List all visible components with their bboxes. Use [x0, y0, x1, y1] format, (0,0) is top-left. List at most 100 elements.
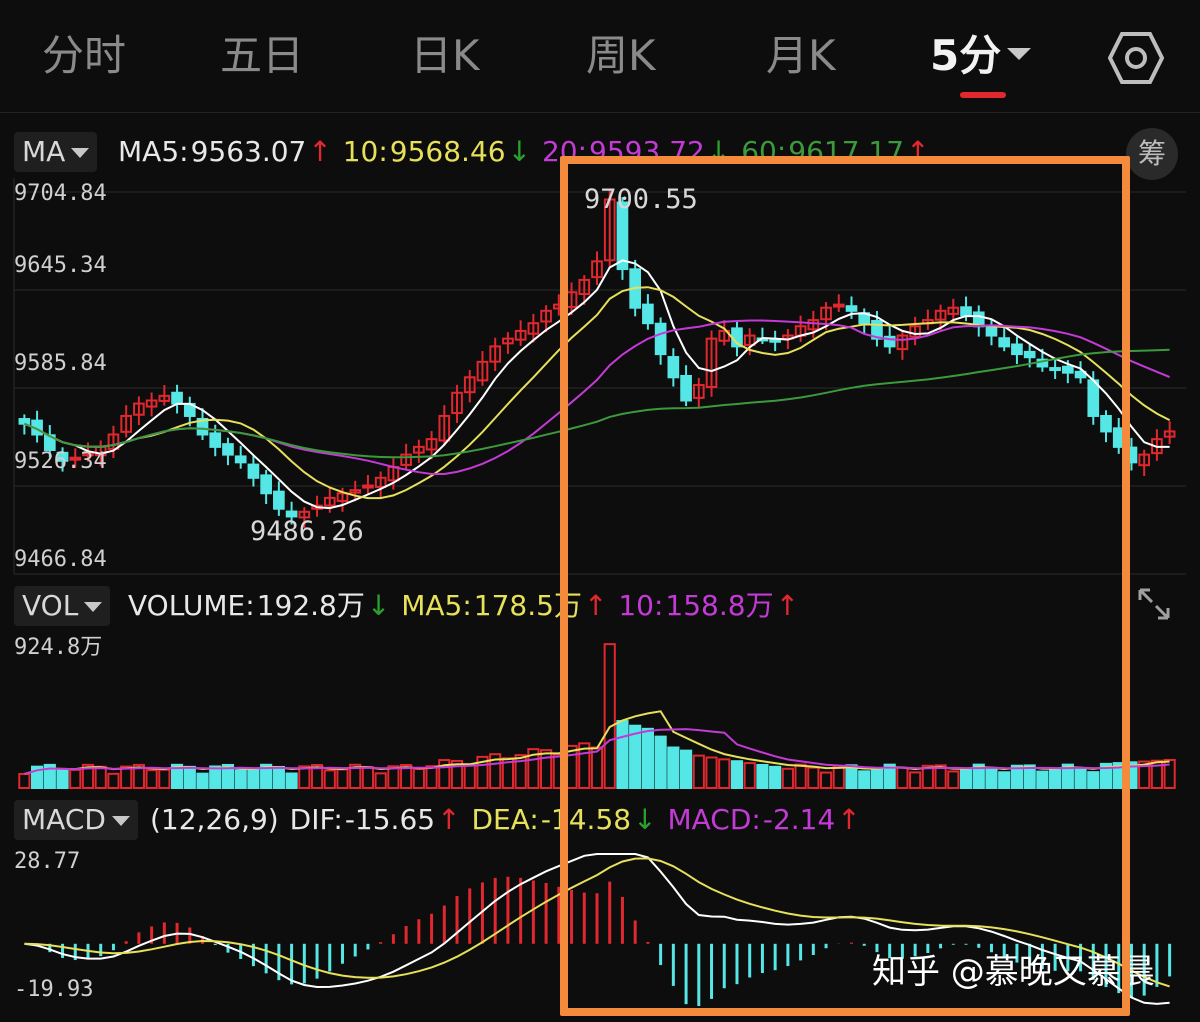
candle [998, 337, 1011, 348]
macd-indicator-selector[interactable]: MACD [14, 800, 138, 840]
candle [260, 474, 272, 495]
tab-monthly-k[interactable]: 月K [766, 31, 836, 80]
candlestick-chart[interactable]: 9704.84 9645.34 9585.84 9526.34 9466.84 … [0, 178, 1200, 576]
candle [273, 490, 285, 510]
tab-5min[interactable]: 5分 [930, 28, 1032, 84]
candle [133, 402, 145, 416]
volume-bar [781, 767, 794, 790]
tab-daily-k[interactable]: 日K [410, 31, 480, 80]
candle [578, 278, 591, 295]
watermark: 知乎 @慕晚又慕晨 [872, 952, 1155, 992]
candle [247, 463, 260, 479]
chip-distribution-button[interactable]: 筹 [1126, 128, 1178, 180]
volume-bar [412, 768, 425, 790]
volume-bar [69, 768, 82, 789]
candle [845, 305, 858, 312]
macd-label: MACD: [667, 803, 761, 836]
arrow-down-icon: ↓ [507, 135, 532, 168]
arrow-up-icon: ↑ [583, 589, 608, 622]
candle [540, 309, 552, 323]
volume-ma-lines [24, 710, 1170, 775]
chevron-down-icon [1007, 47, 1032, 60]
candles [18, 189, 1176, 529]
candle [323, 496, 336, 507]
macd-params: (12,26,9) [150, 803, 279, 836]
volume-bar [654, 735, 667, 789]
candle [285, 510, 298, 518]
volume-bar [934, 764, 947, 789]
candle [934, 309, 947, 321]
candle [222, 443, 234, 456]
candle [743, 334, 756, 346]
candle [883, 335, 896, 348]
volume-bar [1023, 764, 1036, 789]
chevron-down-icon [111, 816, 130, 826]
volume-bar [909, 771, 922, 789]
volume-bar [132, 763, 145, 790]
macd-chart[interactable]: 28.77 -19.93 [0, 846, 1200, 1022]
candle [603, 198, 616, 262]
volume-bar [183, 765, 196, 789]
volume-bar [1061, 763, 1074, 789]
volume-value: 192.8万 [256, 589, 365, 622]
volume-bar [603, 643, 616, 789]
tab-five-day[interactable]: 五日 [220, 31, 305, 80]
candle [1163, 430, 1176, 438]
volume-chart[interactable]: 924.8万 [0, 628, 1200, 794]
volume-bar [858, 770, 871, 789]
tab-5min-label: 5分 [930, 31, 1002, 80]
volume-bar [387, 765, 400, 789]
candle [1138, 453, 1151, 467]
volume-bar [756, 763, 769, 789]
expand-icon[interactable] [1134, 584, 1174, 624]
low-price-label: 9486.26 [250, 516, 364, 547]
hexagon-settings-icon[interactable] [1108, 30, 1164, 86]
volume-bar [1150, 759, 1164, 790]
volume-bar [361, 766, 375, 790]
volume-bar [323, 769, 336, 789]
tab-intraday[interactable]: 分时 [42, 31, 127, 80]
volume-label: VOLUME: [128, 589, 255, 622]
volume-bar [272, 765, 285, 790]
macd-histogram [35, 876, 1172, 1006]
volume-bar [463, 764, 476, 789]
volume-bar [1010, 764, 1024, 790]
candle [463, 376, 476, 394]
ma-indicator-selector[interactable]: MA [14, 132, 98, 172]
volume-bar [260, 763, 273, 789]
volume-bar [527, 748, 540, 789]
volume-bar [336, 768, 349, 790]
volume-bar [883, 763, 896, 790]
volume-bar [425, 765, 438, 789]
volume-bar [81, 763, 95, 790]
volume-bar [310, 764, 324, 789]
dif-label: DIF: [289, 803, 343, 836]
volume-bar [450, 759, 464, 790]
volume-bar [30, 765, 44, 789]
ma5-value: 9563.07 [190, 135, 307, 168]
candle [489, 345, 502, 363]
highlight-rectangle [560, 156, 1130, 1016]
ma10-value: 9568.46 [389, 135, 506, 168]
candle [1049, 367, 1061, 372]
volume-bar [170, 763, 184, 789]
y-tick-2: 9645.34 [14, 253, 107, 278]
volume-bar [120, 765, 133, 790]
candle [349, 489, 362, 494]
macd-selector-label: MACD [22, 803, 106, 836]
candle [807, 319, 820, 331]
volume-bar [349, 763, 362, 789]
candle [1023, 350, 1036, 359]
arrow-up-icon: ↑ [437, 803, 461, 836]
vol-ma10-label: 10: [618, 589, 664, 622]
volume-bar [1138, 760, 1151, 790]
volume-bar [998, 771, 1011, 789]
tab-weekly-k[interactable]: 周K [586, 31, 656, 80]
vol-indicator-selector[interactable]: VOL [14, 586, 111, 626]
volume-bar [718, 758, 731, 790]
volume-bar [667, 746, 680, 789]
candle [654, 322, 667, 356]
volume-bar [819, 771, 833, 789]
volume-bar [18, 772, 31, 790]
volume-bar [43, 763, 56, 789]
